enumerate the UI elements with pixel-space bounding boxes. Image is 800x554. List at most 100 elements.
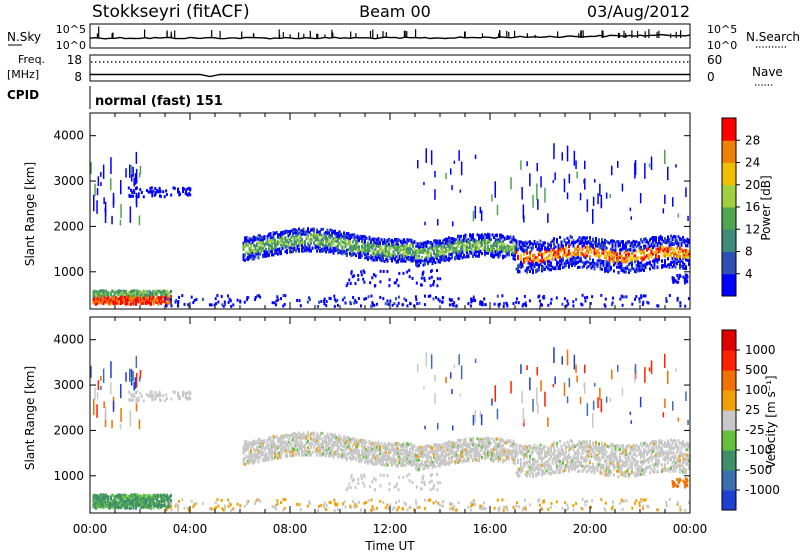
power-cell: [617, 160, 619, 168]
power-cell: [103, 300, 106, 304]
power-cell: [613, 269, 615, 273]
power-cell: [506, 235, 509, 239]
power-cell: [688, 252, 690, 256]
velocity-cell: [347, 445, 350, 449]
power-cell: [662, 239, 665, 243]
power-cell: [542, 268, 545, 272]
power-cell: [659, 237, 662, 241]
velocity-cell: [281, 447, 284, 451]
freq-tick-top-left: 18: [67, 53, 82, 67]
power-cell: [407, 251, 410, 255]
power-cell: [454, 256, 456, 260]
power-cell: [425, 245, 428, 249]
power-cell: [544, 187, 546, 203]
power-cell: [551, 254, 554, 258]
power-cell: [648, 163, 651, 168]
power-cell: [320, 233, 323, 237]
power-cell: [112, 196, 115, 208]
power-cell: [102, 294, 105, 298]
power-cell: [245, 244, 248, 248]
power-cell: [668, 254, 671, 257]
power-cell: [623, 270, 626, 274]
power-cell: [631, 263, 633, 267]
velocity-cell: [320, 453, 323, 457]
power-cell: [655, 236, 657, 240]
power-cell: [323, 244, 326, 248]
power-cell: [427, 260, 429, 264]
power-cell: [419, 261, 422, 265]
power-cell: [581, 239, 584, 243]
power-cell: [662, 264, 665, 268]
power-cell: [170, 193, 173, 197]
power-cell: [496, 294, 499, 298]
power-cell: [686, 244, 689, 248]
power-cell: [679, 263, 681, 267]
power-cell: [397, 301, 400, 305]
power-cell: [95, 297, 97, 301]
power-cell: [559, 263, 561, 267]
power-cell: [298, 227, 300, 231]
power-cell: [376, 250, 378, 254]
velocity-cell: [320, 437, 323, 441]
power-cell: [391, 244, 393, 248]
power-cell: [481, 241, 483, 245]
power-cell: [259, 295, 262, 299]
power-cell: [610, 265, 612, 269]
power-cell: [376, 253, 378, 257]
power-cell: [140, 294, 142, 298]
power-cell: [269, 250, 272, 254]
power-cell: [153, 299, 156, 303]
power-cell: [374, 247, 377, 251]
power-cell: [494, 237, 497, 241]
velocity-cell: [332, 444, 335, 448]
power-cell: [622, 267, 624, 271]
velocity-cell: [358, 459, 360, 463]
power-cell: [559, 250, 561, 254]
velocity-cell: [272, 435, 275, 439]
power-cell: [581, 241, 584, 244]
power-cell: [688, 255, 690, 259]
power-cell: [320, 240, 323, 244]
power-cell: [568, 245, 570, 249]
power-cell: [614, 253, 617, 257]
power-cell: [325, 241, 327, 245]
power-cell: [362, 269, 365, 273]
power-cell: [278, 247, 281, 251]
power-cell: [596, 242, 599, 246]
power-cell: [271, 238, 273, 242]
power-cell: [472, 243, 474, 247]
power-cell: [96, 301, 99, 305]
power-cell: [370, 240, 372, 244]
power-cell: [289, 230, 291, 234]
power-cell: [361, 245, 363, 249]
power-cell: [182, 186, 184, 190]
power-cell: [350, 246, 353, 250]
velocity-cell: [292, 453, 294, 457]
power-cell: [646, 248, 648, 252]
power-cell: [443, 255, 446, 259]
power-cell: [101, 292, 104, 295]
velocity-cell: [347, 440, 350, 444]
power-cell: [137, 298, 140, 302]
power-cell: [452, 238, 455, 242]
power-cell: [452, 221, 454, 227]
power-cell: [308, 244, 311, 248]
power-cell: [269, 245, 272, 249]
power-cell: [310, 237, 312, 241]
power-cell: [343, 296, 346, 300]
power-cell: [674, 259, 677, 263]
power-cell: [683, 266, 686, 270]
power-cell: [505, 254, 507, 258]
power-cell: [673, 277, 676, 281]
velocity-cell: [254, 451, 257, 455]
power-cell: [385, 244, 387, 248]
power-cell: [491, 252, 494, 256]
power-cell: [443, 242, 446, 246]
power-cell: [572, 262, 575, 266]
power-cell: [602, 263, 605, 267]
power-cell: [427, 294, 430, 298]
power-cell: [349, 234, 351, 238]
power-cell: [123, 302, 126, 306]
power-cell: [586, 242, 588, 246]
power-cell: [277, 235, 279, 239]
